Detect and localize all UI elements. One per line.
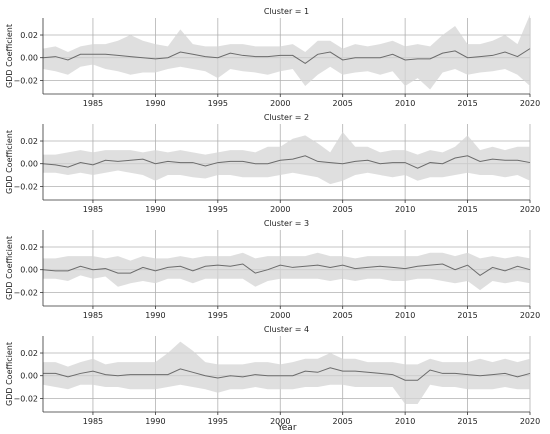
chart-panel-3: Cluster = 3 0.02 0.00 −0.02 1985 1990 1995 2000… xyxy=(5,219,540,320)
x-tick-label: 2010 xyxy=(395,417,415,426)
confidence-band xyxy=(43,252,530,291)
x-tick-label: 2000 xyxy=(270,205,290,214)
y-tick-label: 0.00 xyxy=(20,266,38,275)
x-tick-label: 1985 xyxy=(83,205,103,214)
confidence-band xyxy=(43,131,530,185)
chart-panels: Cluster = 1 0.02 0.00 −0.02 1985 1990 1995 2000… xyxy=(5,7,540,426)
x-tick-label: 2010 xyxy=(395,205,415,214)
x-tick-label: 2005 xyxy=(333,417,353,426)
y-tick-label: 0.02 xyxy=(20,349,38,358)
y-tick-label: 0.00 xyxy=(20,54,38,63)
x-tick-label: 2020 xyxy=(520,311,540,320)
y-tick-label: −0.02 xyxy=(13,288,38,297)
x-tick-label: 1995 xyxy=(208,205,228,214)
x-tick-label: 2005 xyxy=(333,205,353,214)
x-tick-label: 1985 xyxy=(83,311,103,320)
x-tick-label: 2020 xyxy=(520,417,540,426)
mean-line xyxy=(42,263,531,276)
x-tick-label: 2015 xyxy=(457,99,477,108)
chart-panel-4: Cluster = 4 0.02 0.00 −0.02 1985 1990 1995 2000… xyxy=(5,325,540,426)
x-tick-label: 2000 xyxy=(270,99,290,108)
x-tick-label: 2015 xyxy=(457,417,477,426)
x-tick-label: 2015 xyxy=(457,205,477,214)
x-tick-label: 1990 xyxy=(145,99,165,108)
x-tick-label: 1990 xyxy=(145,417,165,426)
x-tick-label: 2010 xyxy=(395,311,415,320)
x-tick-label: 2000 xyxy=(270,417,290,426)
x-tick-label: 1985 xyxy=(83,417,103,426)
y-tick-label: 0.02 xyxy=(20,31,38,40)
figure-x-axis-label: Year xyxy=(276,423,296,433)
panel-title: Cluster = 1 xyxy=(264,7,309,16)
mean-line xyxy=(43,367,531,381)
mean-line xyxy=(42,155,531,169)
panel-title: Cluster = 3 xyxy=(264,219,309,228)
mean-line xyxy=(42,48,531,64)
x-tick-label: 1990 xyxy=(145,205,165,214)
x-tick-label: 2000 xyxy=(270,311,290,320)
x-tick-label: 2020 xyxy=(520,99,540,108)
y-axis-label: GDD Coefficient xyxy=(5,24,14,88)
x-tick-label: 2005 xyxy=(333,99,353,108)
x-tick-label: 1995 xyxy=(208,417,228,426)
panel-title: Cluster = 2 xyxy=(264,113,309,122)
chart-panel-1: Cluster = 1 0.02 0.00 −0.02 1985 1990 1995 2000… xyxy=(5,7,540,108)
y-tick-label: −0.02 xyxy=(13,182,38,191)
y-tick-label: −0.02 xyxy=(13,394,38,403)
y-tick-label: 0.02 xyxy=(20,137,38,146)
chart-panel-2: Cluster = 2 0.02 0.00 −0.02 1985 1990 1995 2000… xyxy=(5,113,540,214)
y-tick-label: 0.00 xyxy=(20,372,38,381)
y-axis-label: GDD Coefficient xyxy=(5,236,14,300)
x-tick-label: 2010 xyxy=(395,99,415,108)
y-tick-label: 0.00 xyxy=(20,160,38,169)
x-tick-label: 1990 xyxy=(145,311,165,320)
confidence-band xyxy=(43,14,530,90)
x-tick-label: 2005 xyxy=(333,311,353,320)
x-tick-label: 1985 xyxy=(83,99,103,108)
x-tick-label: 2015 xyxy=(457,311,477,320)
panel-title: Cluster = 4 xyxy=(264,325,309,334)
y-axis-label: GDD Coefficient xyxy=(5,130,14,194)
confidence-band xyxy=(43,341,530,405)
y-tick-label: 0.02 xyxy=(20,243,38,252)
x-tick-label: 2020 xyxy=(520,205,540,214)
y-axis-label: GDD Coefficient xyxy=(5,342,14,406)
x-tick-label: 1995 xyxy=(208,99,228,108)
y-tick-label: −0.02 xyxy=(13,76,38,85)
x-tick-label: 1995 xyxy=(208,311,228,320)
